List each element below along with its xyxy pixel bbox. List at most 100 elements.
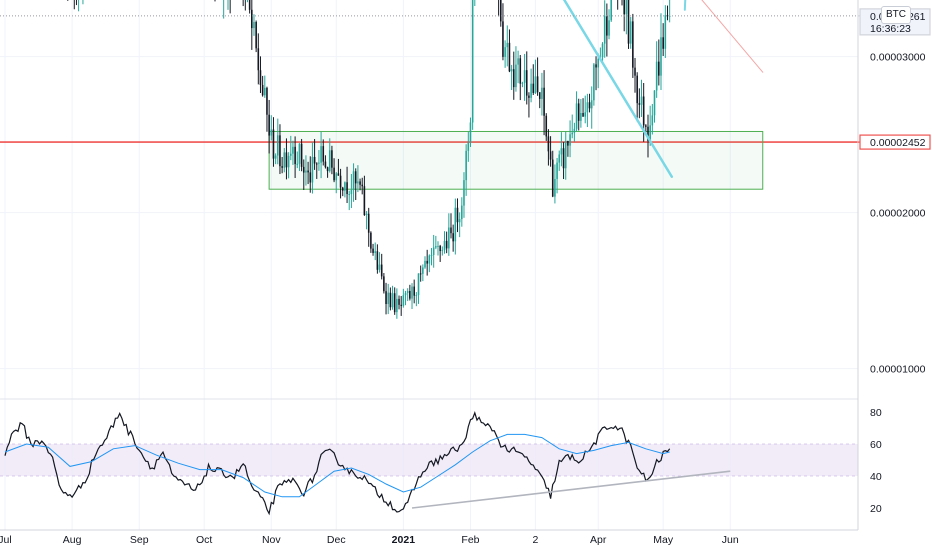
candle-body bbox=[655, 61, 658, 91]
candle-body bbox=[411, 286, 413, 299]
candle-body bbox=[255, 22, 257, 49]
candle-body bbox=[510, 69, 513, 72]
rsi-tick-label: 60 bbox=[870, 439, 882, 451]
candle-body bbox=[541, 87, 543, 99]
candle-body bbox=[662, 37, 664, 49]
candle-body bbox=[530, 83, 532, 98]
candle-body bbox=[279, 135, 281, 167]
candle-body bbox=[274, 155, 277, 159]
candle-body bbox=[346, 182, 348, 195]
time-tick-label: Sep bbox=[130, 534, 149, 546]
candle-body bbox=[640, 96, 643, 105]
candle-body bbox=[266, 87, 268, 115]
candle-body bbox=[313, 156, 316, 164]
candle-body bbox=[348, 194, 351, 196]
candle-body bbox=[649, 125, 651, 141]
time-tick-label: Nov bbox=[262, 534, 281, 546]
candle-body bbox=[383, 276, 385, 292]
support-zone bbox=[268, 130, 764, 190]
candle-body bbox=[499, 0, 502, 22]
candle-body bbox=[634, 67, 636, 76]
time-tick-label: Oct bbox=[196, 534, 212, 546]
price-tick-label: 0.00003000 bbox=[870, 52, 926, 64]
support-zone-rect bbox=[268, 130, 764, 190]
candle-body bbox=[404, 293, 407, 296]
currency-badge[interactable]: BTC bbox=[881, 6, 911, 24]
candle-body bbox=[272, 129, 275, 159]
price-axis: 0.000010000.000020000.000030000.00004000… bbox=[857, 0, 931, 530]
candle-body bbox=[417, 273, 420, 296]
candle-body bbox=[645, 125, 647, 127]
candle-body bbox=[309, 172, 312, 183]
candle-body bbox=[389, 292, 392, 308]
candle-body bbox=[467, 141, 470, 151]
candle-body bbox=[443, 240, 446, 251]
candle-body bbox=[642, 96, 645, 126]
candle-body bbox=[534, 76, 537, 93]
time-tick-label: Feb bbox=[461, 534, 479, 546]
candle-body bbox=[435, 246, 437, 248]
candle-body bbox=[341, 187, 344, 191]
candle-body bbox=[580, 113, 582, 121]
candle-body bbox=[398, 298, 400, 305]
candle-body bbox=[577, 103, 580, 121]
candle-body bbox=[653, 90, 656, 116]
time-tick-label: 2021 bbox=[392, 534, 416, 546]
candle-body bbox=[458, 219, 461, 223]
candle-body bbox=[376, 251, 379, 270]
candle-body bbox=[359, 181, 361, 185]
candle-body bbox=[333, 167, 335, 181]
rsi-tick-label: 20 bbox=[870, 503, 882, 515]
candle-body bbox=[647, 126, 649, 141]
time-tick-label: Dec bbox=[327, 534, 346, 546]
candle-body bbox=[558, 154, 561, 163]
candle-body bbox=[502, 21, 504, 57]
candle-body bbox=[461, 205, 463, 220]
grid bbox=[0, 0, 858, 530]
candle-body bbox=[283, 152, 286, 168]
candle-body bbox=[344, 182, 346, 191]
trendline bbox=[701, 0, 764, 73]
candle-body bbox=[385, 291, 387, 305]
candle-body bbox=[307, 170, 309, 173]
candle-body bbox=[588, 102, 591, 109]
candle-body bbox=[361, 184, 364, 187]
candle-body bbox=[651, 115, 654, 126]
candle-body bbox=[337, 173, 340, 176]
trendlines bbox=[562, 0, 764, 178]
price-candles bbox=[67, 0, 671, 319]
candle-body bbox=[422, 267, 424, 274]
horizontal-levels bbox=[0, 141, 858, 143]
candle-body bbox=[387, 292, 390, 305]
candle-body bbox=[560, 148, 563, 155]
candle-body bbox=[339, 175, 342, 188]
candle-body bbox=[357, 181, 359, 184]
candle-body bbox=[298, 143, 301, 164]
candle-body bbox=[532, 83, 535, 93]
candle-body bbox=[517, 58, 519, 65]
candle-body bbox=[556, 162, 558, 179]
candle-body bbox=[335, 173, 338, 181]
rsi-trendline bbox=[411, 470, 731, 509]
candle-body bbox=[454, 207, 457, 242]
time-tick-label: 2 bbox=[533, 534, 539, 546]
candle-body bbox=[296, 163, 299, 165]
candle-body bbox=[419, 273, 422, 275]
candle-body bbox=[270, 129, 273, 136]
candle-body bbox=[391, 293, 394, 308]
candle-body bbox=[248, 0, 251, 10]
rsi-ma-line bbox=[4, 433, 670, 498]
candle-body bbox=[536, 76, 539, 93]
candle-body bbox=[281, 166, 283, 168]
candle-body bbox=[528, 95, 530, 98]
candle-body bbox=[315, 163, 318, 165]
candle-body bbox=[543, 87, 545, 116]
candle-body bbox=[374, 251, 377, 253]
candle-body bbox=[508, 42, 511, 72]
candle-body bbox=[322, 146, 325, 162]
candle-body bbox=[597, 58, 600, 68]
candle-body bbox=[437, 245, 439, 247]
candle-body bbox=[465, 150, 467, 181]
price-tag-label: 0.00002452 bbox=[870, 137, 926, 149]
